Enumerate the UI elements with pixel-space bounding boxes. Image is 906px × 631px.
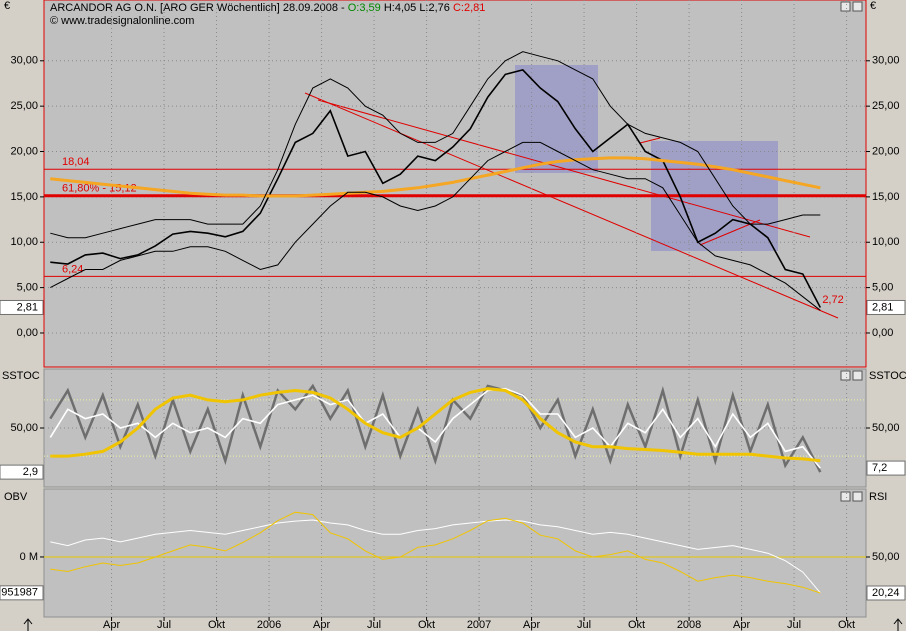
scroll-arrows[interactable]: [23, 618, 903, 631]
unit-right: €: [870, 0, 876, 12]
obv-panel: [43, 488, 867, 618]
open: O:3,59: [348, 2, 381, 14]
readout-label: 20,24: [872, 587, 900, 599]
x-tick-label: 2008: [677, 619, 701, 631]
panel-title: SSTOC: [2, 370, 40, 382]
panel-buttons: [840, 1, 863, 502]
trend-line: [639, 137, 661, 144]
panel-title: RSI: [869, 491, 887, 503]
instrument: ARCANDOR AG O.N. [ARO GER Wöchentlich] 2…: [50, 2, 345, 14]
readout-label: 7,2: [872, 462, 887, 474]
x-tick-label: Apr: [733, 619, 750, 631]
y-tick-label: 0,00: [872, 327, 893, 339]
series-line: [50, 156, 821, 198]
readout-label: 2,81: [872, 301, 893, 313]
series-line: [50, 387, 821, 463]
level-label: 18,04: [62, 156, 90, 168]
readout-label: 2,9: [23, 466, 38, 478]
x-tick-label: Jul: [157, 619, 171, 631]
y-tick-label: 5,00: [17, 282, 38, 294]
x-tick-label: Okt: [208, 619, 225, 631]
y-tick-label: 50,00: [10, 422, 38, 434]
button[interactable]: [840, 1, 851, 12]
series-line: [50, 511, 821, 594]
button[interactable]: [840, 370, 851, 381]
series-line: [49, 387, 821, 469]
x-tick-label: Apr: [523, 619, 540, 631]
readout-box: [0, 585, 44, 601]
y-tick-label: 20,00: [872, 145, 900, 157]
series-line: [50, 51, 821, 239]
series-line: [50, 69, 822, 308]
header: ARCANDOR AG O.N. [ARO GER Wöchentlich] 2…: [50, 2, 485, 14]
copyright: © www.tradesignalonline.com: [50, 15, 194, 27]
series-line: [50, 519, 821, 594]
button[interactable]: [852, 370, 863, 381]
low: L:2,76: [419, 2, 450, 14]
series-line: [50, 141, 821, 311]
x-tick-label: Apr: [103, 619, 120, 631]
button[interactable]: [840, 491, 851, 502]
readout-box: [866, 585, 906, 601]
readout-box: [0, 464, 44, 480]
x-tick-label: Okt: [418, 619, 435, 631]
x-tick-label: Apr: [313, 619, 330, 631]
close: C:2,81: [453, 2, 485, 14]
readout-box: [866, 299, 906, 315]
unit-left: €: [4, 0, 10, 12]
trend-line: [304, 92, 839, 319]
trend-line: [317, 99, 811, 238]
x-tick-label: Okt: [838, 619, 855, 631]
panel-title: OBV: [4, 491, 28, 503]
y-tick-label: 0,00: [17, 327, 38, 339]
x-tick-label: 2006: [257, 619, 281, 631]
button[interactable]: [852, 1, 863, 12]
y-tick-label: 20,00: [10, 145, 38, 157]
x-tick-label: Jul: [787, 619, 801, 631]
readout-label: 2,81: [17, 301, 38, 313]
annotation: 2,72: [822, 294, 843, 306]
y-tick-label: 30,00: [872, 55, 900, 67]
y-tick-label: 10,00: [872, 236, 900, 248]
readout-label: 951987: [1, 587, 38, 599]
y-tick-label: 10,00: [10, 236, 38, 248]
high: H:4,05: [384, 2, 416, 14]
y-tick-label: 50,00: [872, 422, 900, 434]
button[interactable]: [852, 491, 863, 502]
readout-box: [0, 299, 44, 315]
zone: [515, 65, 598, 173]
x-tick-label: Okt: [628, 619, 645, 631]
panel-title: SSTOC: [869, 370, 906, 382]
readout-box: [866, 460, 906, 476]
x-tick-label: Jul: [367, 619, 381, 631]
x-tick-label: 2007: [467, 619, 491, 631]
series-line: [49, 383, 822, 473]
y-tick-label: 25,00: [872, 100, 900, 112]
y-tick-label: 15,00: [10, 191, 38, 203]
x-tick-label: Jul: [577, 619, 591, 631]
y2-tick-label: 50,00: [872, 551, 900, 563]
y-tick-label: 0 M: [20, 551, 38, 563]
y-tick-label: 5,00: [872, 282, 893, 294]
level-label: 6,24: [62, 263, 83, 275]
y-tick-label: 30,00: [10, 55, 38, 67]
y-tick-label: 15,00: [872, 191, 900, 203]
y-tick-label: 25,00: [10, 100, 38, 112]
